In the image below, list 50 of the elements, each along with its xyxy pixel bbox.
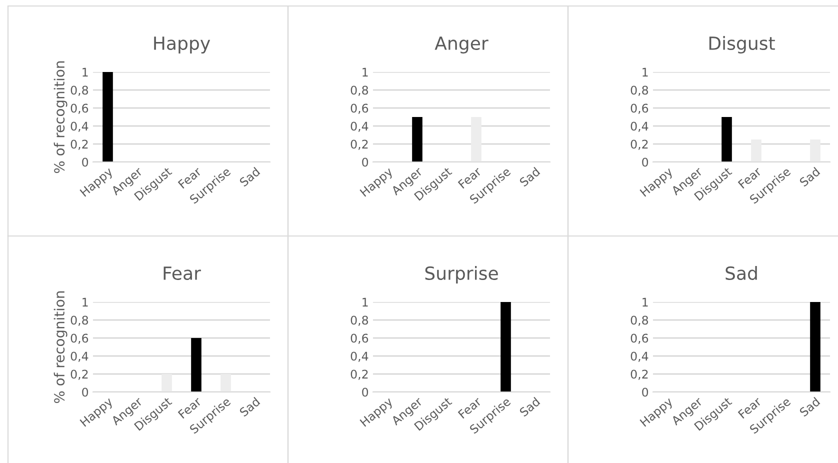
y-tick-label: 0 — [82, 388, 88, 397]
y-tick-label: 0,8 — [630, 86, 648, 96]
y-tick-label: 0,8 — [350, 316, 368, 326]
y-tick-label: 0 — [642, 158, 648, 167]
y-tick-label: 0,2 — [70, 370, 88, 380]
y-tick-label: 0,2 — [350, 140, 368, 150]
y-tick-label: 0,8 — [350, 86, 368, 96]
x-tick-label: Sad — [518, 396, 540, 417]
y-tick-label: 0 — [642, 388, 648, 397]
y-tick-label: 1 — [362, 68, 368, 76]
y-tick-label: 1 — [642, 298, 648, 306]
y-axis-title: % of recognition — [54, 291, 68, 404]
y-tick-label: 0,4 — [630, 352, 648, 362]
x-tick-label: Sad — [518, 166, 540, 187]
y-tick-label: 1 — [362, 298, 368, 306]
x-tick-label: Sad — [238, 396, 260, 417]
y-tick-label: 0,6 — [350, 334, 368, 344]
chart-title: Surprise — [425, 266, 498, 284]
y-tick-label: 0,8 — [630, 316, 648, 326]
y-tick-label: 1 — [82, 68, 88, 76]
y-tick-label: 1 — [642, 68, 648, 76]
chart-title: Sad — [726, 266, 757, 280]
y-tick-label: 0,8 — [70, 316, 88, 326]
x-tick-label: Sad — [798, 166, 820, 187]
y-tick-label: 0,6 — [630, 334, 648, 344]
y-tick-label: 0 — [362, 158, 368, 167]
y-axis-title: % of recognition — [54, 61, 68, 174]
chart-title: Anger — [434, 36, 488, 54]
y-tick-label: 0,2 — [70, 140, 88, 150]
chart-title: Fear — [164, 266, 201, 280]
y-tick-label: 0,4 — [350, 122, 368, 132]
x-tick-label: Sad — [798, 396, 820, 417]
y-tick-label: 1 — [82, 298, 88, 306]
y-tick-label: 0 — [362, 388, 368, 397]
y-tick-label: 0,4 — [70, 352, 88, 362]
y-tick-label: 0,8 — [70, 86, 88, 96]
y-tick-label: 0,4 — [70, 122, 88, 132]
y-tick-label: 0,6 — [630, 104, 648, 114]
y-tick-label: 0 — [82, 158, 88, 167]
y-tick-label: 0,6 — [350, 104, 368, 114]
y-tick-label: 0,2 — [630, 370, 648, 380]
y-tick-label: 0,4 — [630, 122, 648, 132]
chart-title: Happy — [154, 36, 210, 54]
y-tick-label: 0,2 — [350, 370, 368, 380]
y-tick-label: 0,6 — [70, 334, 88, 344]
x-tick-label: Sad — [238, 166, 260, 187]
chart-title: Disgust — [709, 36, 775, 54]
y-tick-label: 0,4 — [350, 352, 368, 362]
y-tick-label: 0,6 — [70, 104, 88, 114]
y-tick-label: 0,2 — [630, 140, 648, 150]
